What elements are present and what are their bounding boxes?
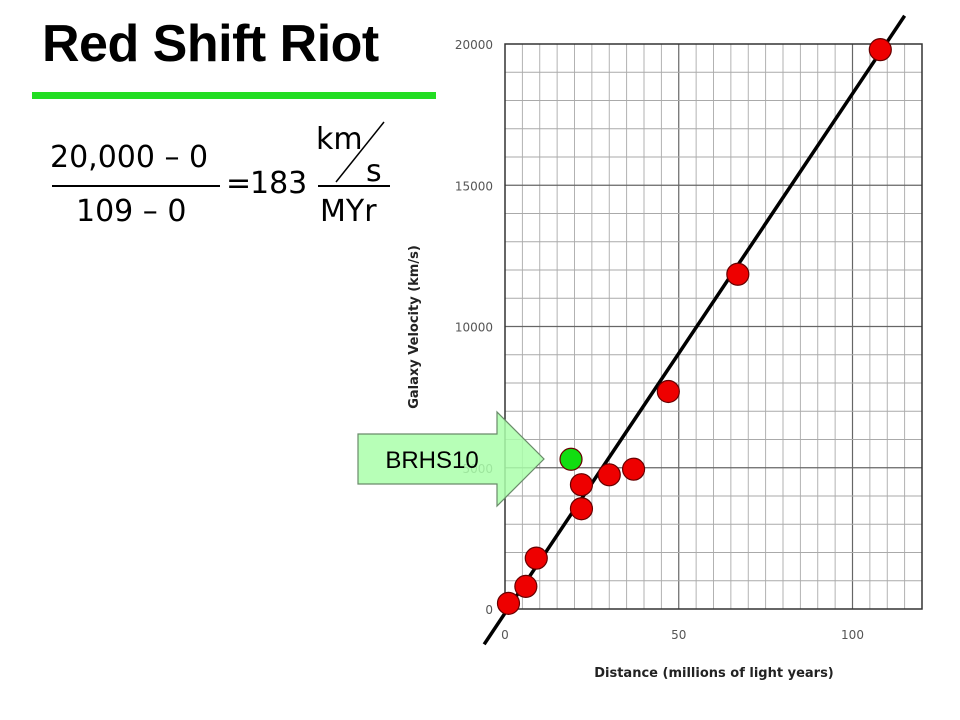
unit-fraction-bar (318, 185, 390, 187)
hubble-equation: 20,000 – 0 109 – 0 = 183 km s MYr (50, 118, 395, 233)
unit-sub: s (366, 154, 382, 189)
galaxy-data-point (569, 497, 594, 521)
x-axis-title: Distance (millions of light years) (594, 666, 834, 681)
unit-denominator: MYr (320, 194, 377, 229)
slide-title: Red Shift Riot (42, 15, 379, 73)
title-underline (32, 92, 436, 99)
best-fit-line (482, 14, 907, 646)
x-tick-label: 100 (841, 628, 864, 642)
equation-result: 183 (250, 166, 308, 201)
galaxy-data-point (514, 574, 538, 599)
y-tick-label: 15000 (455, 179, 493, 193)
x-tick-label: 50 (671, 628, 686, 642)
brhs10-data-point (559, 447, 583, 471)
equation-denominator: 109 – 0 (76, 194, 187, 229)
y-axis-ticks: 05000100001500020000 (455, 38, 493, 617)
y-axis-title: Galaxy Velocity (km/s) (407, 245, 422, 409)
galaxy-data-point (524, 546, 548, 570)
callout-arrow-shape (357, 410, 545, 508)
y-tick-label: 0 (485, 603, 493, 617)
x-axis-ticks: 0 50 100 (501, 628, 864, 642)
callout-label: BRHS10 (385, 447, 478, 474)
galaxy-data-point (597, 463, 621, 487)
unit-slash (335, 121, 385, 183)
galaxy-data-point (621, 457, 646, 481)
y-tick-label: 20000 (455, 38, 493, 52)
data-points (496, 38, 892, 615)
equation-fraction-bar (52, 185, 220, 187)
galaxy-data-point (868, 38, 892, 62)
equation-equals: = (226, 166, 252, 201)
galaxy-data-point (656, 379, 680, 404)
y-tick-label: 10000 (455, 321, 493, 335)
unit-numerator: km (316, 122, 363, 157)
galaxy-data-point (496, 591, 521, 615)
galaxy-data-point (726, 262, 750, 286)
x-tick-label: 0 (501, 628, 509, 642)
equation-numerator: 20,000 – 0 (50, 140, 209, 175)
chart-grid (505, 44, 922, 609)
galaxy-data-point (569, 473, 594, 497)
plot-frame (504, 43, 923, 610)
callout-arrow: BRHS10 (357, 410, 545, 508)
